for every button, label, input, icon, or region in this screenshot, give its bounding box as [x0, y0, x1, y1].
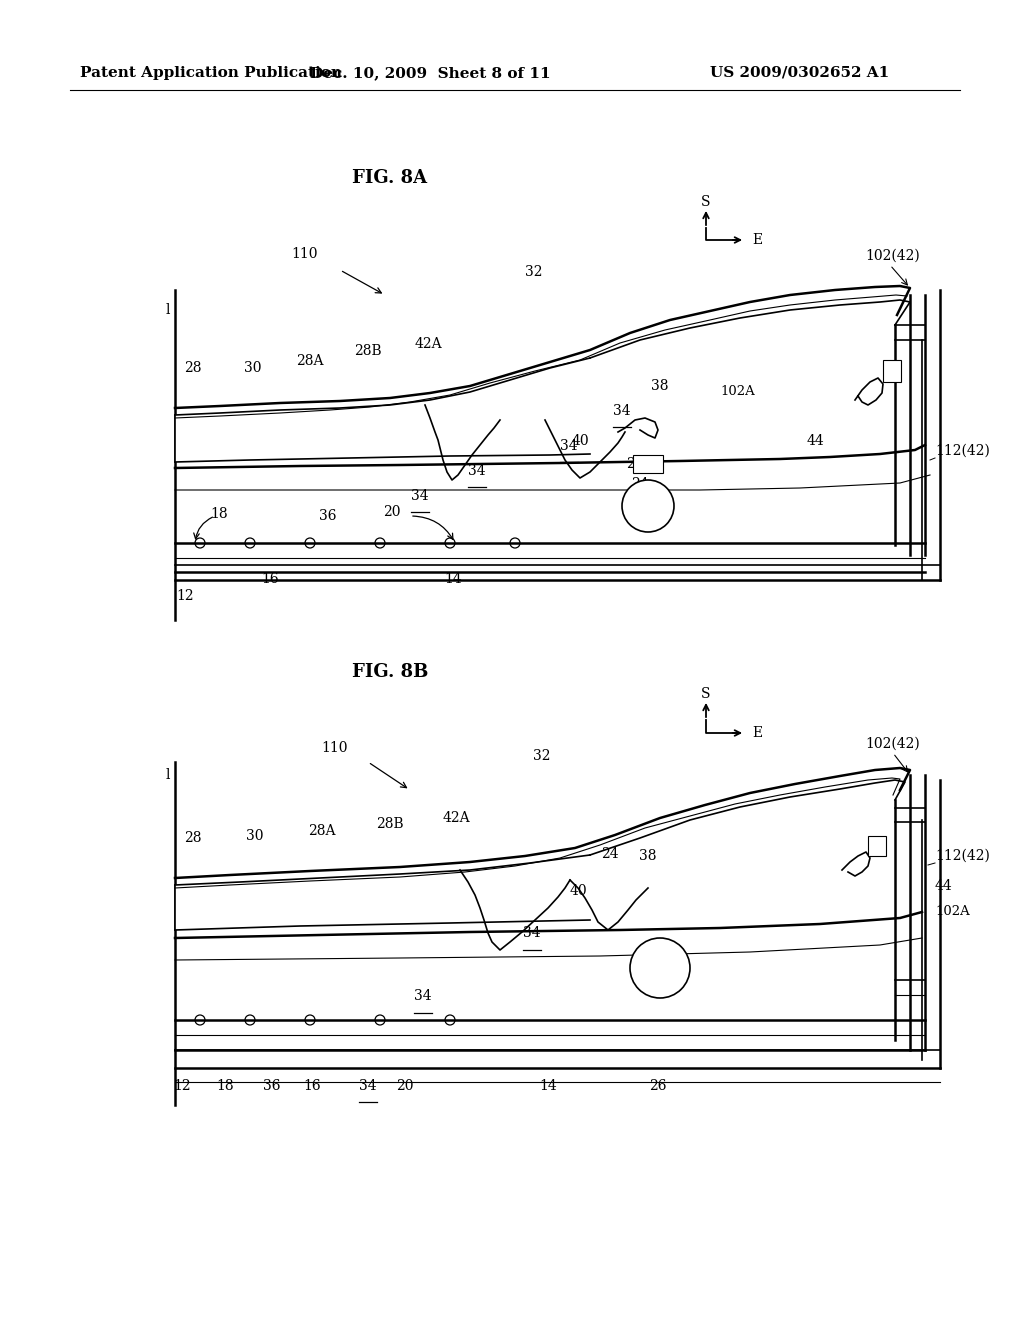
Text: 112(42): 112(42) [935, 849, 990, 863]
Text: 38: 38 [651, 379, 669, 393]
Text: 28B: 28B [354, 345, 382, 358]
Text: 44: 44 [806, 434, 824, 447]
Polygon shape [175, 855, 590, 931]
Text: E: E [752, 726, 762, 741]
Text: Patent Application Publication: Patent Application Publication [80, 66, 342, 81]
Text: 110: 110 [292, 247, 318, 261]
Text: 20: 20 [383, 506, 400, 519]
Text: 36: 36 [319, 510, 337, 523]
Circle shape [630, 939, 690, 998]
Bar [883, 360, 901, 381]
Text: S: S [701, 686, 711, 701]
Text: 34: 34 [560, 440, 578, 453]
Text: 38: 38 [639, 849, 656, 863]
Text: 34: 34 [359, 1078, 377, 1093]
Text: 44: 44 [935, 879, 952, 894]
Text: FIG. 8B: FIG. 8B [352, 663, 428, 681]
Text: 34: 34 [468, 465, 485, 478]
Text: 112(42): 112(42) [935, 444, 990, 458]
Text: 34: 34 [412, 488, 429, 503]
Text: 20: 20 [396, 1078, 414, 1093]
Text: 28A: 28A [296, 354, 324, 368]
Text: Dec. 10, 2009  Sheet 8 of 11: Dec. 10, 2009 Sheet 8 of 11 [309, 66, 550, 81]
Text: US 2009/0302652 A1: US 2009/0302652 A1 [710, 66, 889, 81]
Text: 40: 40 [571, 434, 589, 447]
Text: 30: 30 [246, 829, 264, 843]
Text: 102A: 102A [935, 906, 970, 917]
Text: E: E [752, 234, 762, 247]
Text: 34: 34 [613, 404, 631, 418]
Text: 14: 14 [539, 1078, 557, 1093]
Text: 110: 110 [322, 741, 348, 755]
Text: 42A: 42A [442, 810, 470, 825]
Text: 34: 34 [523, 927, 541, 940]
Text: 26: 26 [627, 457, 644, 471]
Text: 28: 28 [184, 832, 202, 845]
Text: 102(42): 102(42) [865, 737, 920, 751]
Text: S: S [701, 195, 711, 209]
Text: 24: 24 [601, 847, 618, 861]
Text: l: l [166, 768, 170, 781]
Bar [633, 455, 663, 473]
Text: 12: 12 [173, 1078, 190, 1093]
Text: 32: 32 [525, 265, 543, 279]
Text: 16: 16 [303, 1078, 321, 1093]
Text: 16: 16 [261, 572, 279, 586]
Text: 28B: 28B [376, 817, 403, 832]
Bar [868, 836, 886, 855]
Text: 26: 26 [649, 1078, 667, 1093]
Text: 28: 28 [184, 360, 202, 375]
Text: 18: 18 [210, 507, 227, 521]
Text: 36: 36 [263, 1078, 281, 1093]
Polygon shape [590, 780, 905, 920]
Polygon shape [590, 300, 910, 454]
Text: 102(42): 102(42) [865, 249, 920, 263]
Text: 102A: 102A [720, 385, 755, 399]
Text: 40: 40 [569, 884, 587, 898]
Text: 42A: 42A [414, 337, 441, 351]
Text: 14: 14 [444, 572, 462, 586]
Text: 34: 34 [414, 989, 432, 1003]
Polygon shape [175, 358, 590, 462]
Text: l: l [166, 304, 170, 317]
Text: 28A: 28A [308, 824, 336, 838]
Text: 12: 12 [176, 589, 194, 603]
Text: FIG. 8A: FIG. 8A [352, 169, 428, 187]
Text: 32: 32 [534, 748, 551, 763]
Text: 18: 18 [216, 1078, 233, 1093]
Text: 30: 30 [245, 360, 262, 375]
Text: 24: 24 [631, 477, 649, 491]
Circle shape [622, 480, 674, 532]
